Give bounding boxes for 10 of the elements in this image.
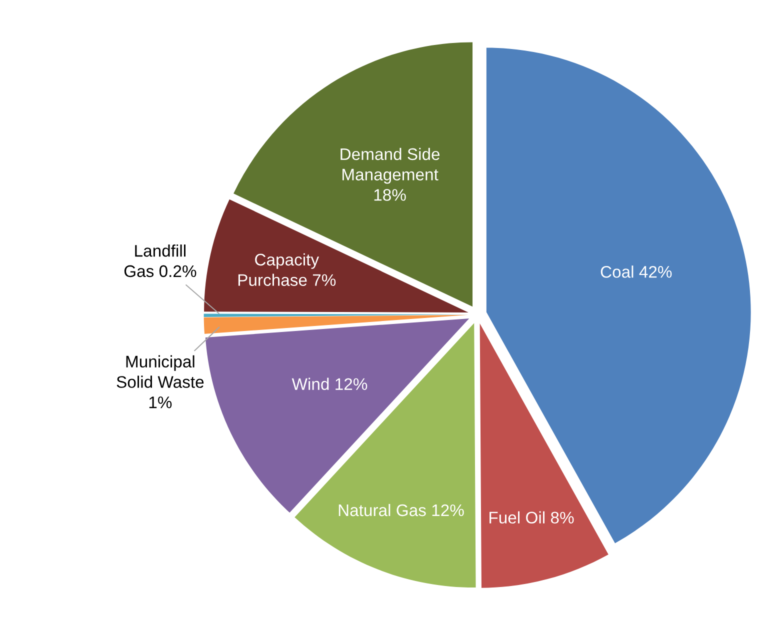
- slice-label: Coal 42%: [600, 266, 672, 278]
- slice-label: Natural Gas 12%: [338, 504, 464, 516]
- slice-label: Municipal Solid Waste: [116, 355, 204, 388]
- slice-label: Wind 12%: [292, 378, 368, 390]
- slice-label: Fuel Oil 8%: [490, 511, 574, 524]
- slice-label: Demand Side Management: [340, 148, 440, 184]
- data-label: 18%: [374, 189, 406, 201]
- data-label: 1%: [149, 396, 172, 408]
- slice-label: Landfill Gas 0.2%: [124, 244, 196, 278]
- slice-label: Capacity Purchase 7%: [238, 253, 336, 286]
